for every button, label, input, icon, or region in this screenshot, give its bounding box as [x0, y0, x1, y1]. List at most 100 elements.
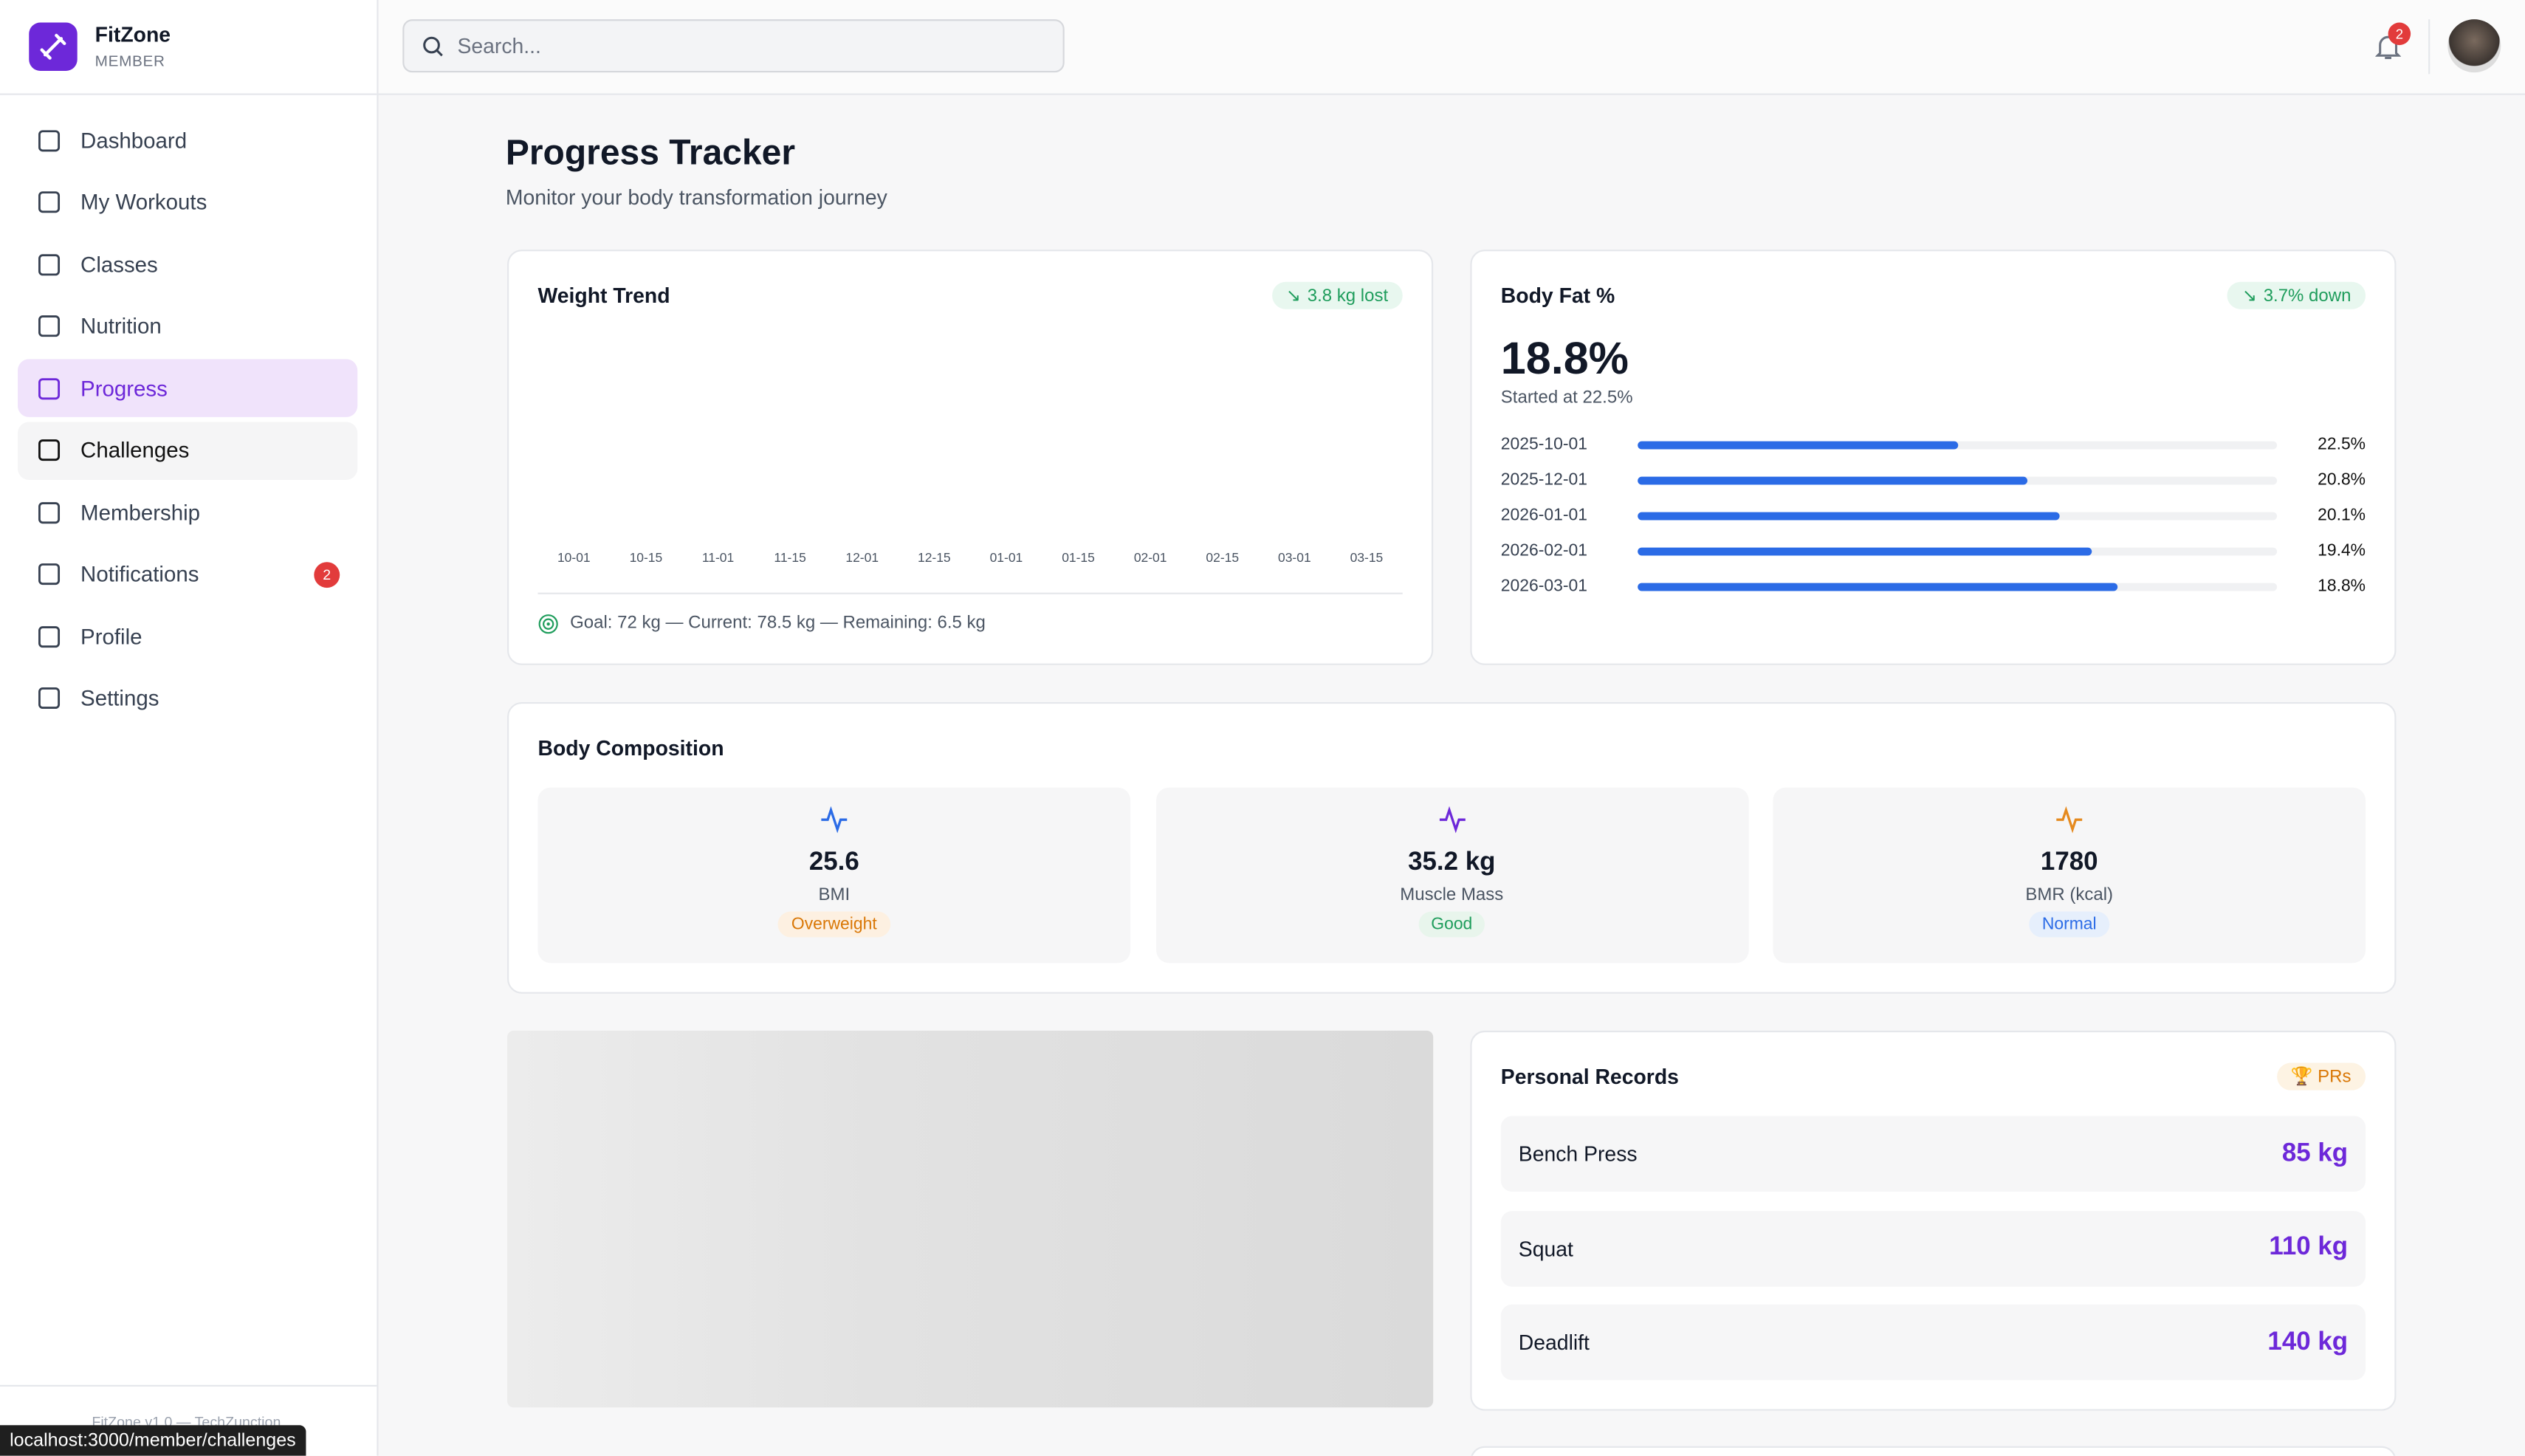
- metric-label: BMI: [818, 885, 851, 905]
- metric-label: BMR (kcal): [2025, 885, 2114, 905]
- nav-item[interactable]: Nutrition: [18, 297, 357, 355]
- progress-track: [1638, 547, 2278, 556]
- metric-status: Normal: [2029, 911, 2110, 938]
- metric-tile: 1780 BMR (kcal) Normal: [1773, 787, 2366, 964]
- status-url: localhost:3000/member/challenges: [0, 1425, 306, 1456]
- nav-item[interactable]: Challenges: [17, 421, 358, 479]
- nav-label: Profile: [80, 624, 142, 648]
- row-date: 2026-01-01: [1500, 505, 1587, 526]
- nav-badge: 2: [314, 561, 340, 588]
- avatar[interactable]: [2447, 19, 2501, 73]
- card-title: Body Composition: [537, 735, 724, 760]
- record-value: 85 kg: [2281, 1139, 2349, 1167]
- metric-icon: [821, 806, 848, 834]
- row-date: 2026-02-01: [1500, 540, 1587, 561]
- nav-item[interactable]: Notifications 2: [18, 545, 357, 603]
- nav-item[interactable]: Settings: [18, 669, 357, 727]
- nav-label: Progress: [80, 376, 168, 401]
- metric-tile: 35.2 kg Muscle Mass Good: [1155, 787, 1748, 964]
- body-composition-card: Body Composition 25.6 BMI Overweight 35.2 k…: [507, 701, 2397, 994]
- nav-label: Challenges: [80, 438, 190, 462]
- nav-item[interactable]: Progress: [17, 359, 358, 417]
- x-tick-label: 12-15: [917, 550, 951, 566]
- row-value: 22.5%: [2318, 434, 2366, 455]
- progress-fill: [1638, 583, 2117, 591]
- row-value: 19.4%: [2318, 540, 2366, 561]
- x-tick-label: 11-01: [701, 550, 735, 566]
- search-placeholder: Search...: [457, 33, 541, 58]
- nav-icon: [38, 129, 61, 151]
- body-fat-card: Body Fat % ↘ 3.7% down 18.8% Started at 2…: [1470, 250, 2397, 665]
- metric-status: Overweight: [778, 911, 890, 938]
- row-date: 2026-03-01: [1500, 576, 1587, 597]
- badge-text: PRs: [2318, 1066, 2351, 1087]
- metric-icon: [1438, 806, 1465, 834]
- x-tick-label: 03-15: [1350, 550, 1384, 566]
- progress-track: [1638, 512, 2278, 521]
- nav-item[interactable]: Profile: [18, 607, 357, 665]
- next-card: [1470, 1446, 2397, 1456]
- metric-value: 25.6: [808, 848, 859, 876]
- progress-fill: [1638, 476, 2028, 485]
- row-value: 20.1%: [2318, 505, 2366, 526]
- nav-icon: [38, 501, 61, 523]
- weight-trend-card: Weight Trend ↘ 3.8 kg lost 10-01 10-15 11-0…: [507, 250, 1434, 665]
- x-tick-label: 01-01: [989, 550, 1023, 566]
- x-axis: 10-01 10-15 11-01 11-15 12-01 12-15 01-01 01-15…: [537, 551, 1402, 570]
- nav-label: Nutrition: [80, 314, 162, 339]
- nav-icon: [38, 253, 61, 275]
- record-value: 110 kg: [2269, 1233, 2349, 1261]
- nav-item[interactable]: My Workouts: [18, 173, 357, 231]
- personal-records-card: Personal Records 🏆 PRs Bench Press 85 kg Sq…: [1470, 1030, 2397, 1411]
- row-value: 18.8%: [2318, 576, 2366, 597]
- divider: [2428, 19, 2430, 75]
- nav-icon: [38, 687, 61, 710]
- divider: [0, 93, 377, 95]
- x-tick-label: 12-01: [845, 550, 879, 566]
- nav-item[interactable]: Classes: [18, 235, 357, 293]
- x-tick-label: 01-15: [1062, 550, 1095, 566]
- goal-text: Goal: 72 kg — Current: 78.5 kg — Remaini…: [570, 614, 986, 633]
- record-value: 140 kg: [2267, 1328, 2349, 1356]
- loading-placeholder: [507, 1030, 1434, 1408]
- search-box[interactable]: Search...: [402, 19, 1065, 73]
- metric-icon: [2056, 806, 2083, 834]
- nav-icon: [38, 563, 61, 586]
- badge: ↘ 3.8 kg lost: [1271, 281, 1403, 309]
- nav-icon: [38, 625, 61, 648]
- badge-text: 3.7% down: [2263, 286, 2351, 306]
- x-tick-label: 11-15: [774, 550, 806, 566]
- progress-fill: [1638, 441, 1958, 450]
- started-text: Started at 22.5%: [1500, 388, 1633, 408]
- nav-label: Classes: [80, 252, 158, 277]
- page-subtitle: Monitor your body transformation journey: [505, 185, 887, 210]
- goal-icon: [538, 614, 558, 634]
- row-value: 20.8%: [2318, 470, 2366, 490]
- nav-label: Membership: [80, 500, 201, 524]
- nav-icon: [38, 191, 61, 213]
- metric-value: 35.2 kg: [1408, 848, 1496, 876]
- sidebar: FitZone MEMBER Dashboard My Workouts Class…: [0, 0, 379, 1456]
- topbar: Search... 2: [378, 0, 2525, 95]
- record-name: Deadlift: [1518, 1330, 1590, 1355]
- x-tick-label: 10-15: [629, 550, 663, 566]
- nav-item[interactable]: Dashboard: [18, 111, 357, 169]
- progress-fill: [1638, 512, 2060, 521]
- nav-item[interactable]: Membership: [18, 483, 357, 541]
- record-name: Bench Press: [1518, 1141, 1638, 1167]
- card-title: Personal Records: [1500, 1064, 1679, 1089]
- card-title: Body Fat %: [1500, 283, 1615, 308]
- badge: 🏆 PRs: [2276, 1062, 2366, 1091]
- record-row: Deadlift 140 kg: [1500, 1304, 2366, 1381]
- nav-label: Notifications: [80, 562, 199, 586]
- metric-label: Muscle Mass: [1400, 885, 1504, 905]
- badge-text: 3.8 kg lost: [1307, 286, 1389, 306]
- nav-label: Dashboard: [80, 128, 188, 153]
- x-tick-label: 02-01: [1133, 550, 1167, 566]
- metric-tile: 25.6 BMI Overweight: [537, 787, 1131, 964]
- badge: ↘ 3.7% down: [2227, 281, 2366, 309]
- progress-track: [1638, 441, 2278, 450]
- divider: [537, 592, 1403, 594]
- logo[interactable]: [29, 22, 78, 71]
